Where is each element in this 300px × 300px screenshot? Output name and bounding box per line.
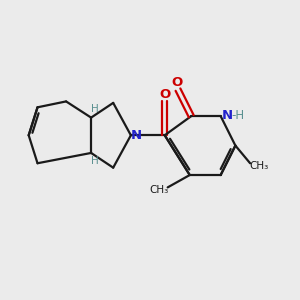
Text: H: H — [91, 104, 98, 114]
Text: O: O — [171, 76, 182, 89]
Text: H: H — [91, 156, 98, 166]
Text: CH₃: CH₃ — [149, 185, 169, 195]
Text: O: O — [159, 88, 170, 100]
Text: N: N — [130, 129, 142, 142]
Text: -H: -H — [232, 109, 245, 122]
Text: N: N — [222, 109, 233, 122]
Text: CH₃: CH₃ — [249, 161, 268, 171]
